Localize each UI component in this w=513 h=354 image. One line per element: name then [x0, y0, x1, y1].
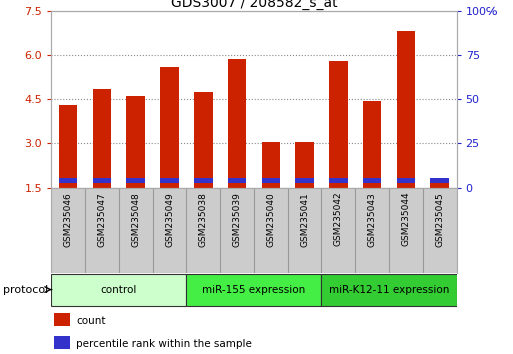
- Text: GSM235047: GSM235047: [97, 192, 107, 247]
- Text: GSM235042: GSM235042: [334, 192, 343, 246]
- Bar: [295, 178, 314, 183]
- Bar: [54, 336, 70, 349]
- Bar: [59, 105, 77, 188]
- Bar: [126, 96, 145, 188]
- Bar: [194, 178, 212, 183]
- Text: percentile rank within the sample: percentile rank within the sample: [76, 339, 252, 349]
- Bar: [93, 178, 111, 183]
- Text: GSM235041: GSM235041: [300, 192, 309, 247]
- Bar: [194, 92, 212, 188]
- Text: GSM235043: GSM235043: [368, 192, 377, 247]
- Text: GSM235039: GSM235039: [232, 192, 242, 247]
- Text: miR-155 expression: miR-155 expression: [202, 285, 306, 295]
- Bar: [186, 274, 322, 306]
- Bar: [363, 178, 382, 183]
- Bar: [59, 178, 77, 183]
- Bar: [160, 178, 179, 183]
- Bar: [363, 101, 382, 188]
- Text: protocol: protocol: [3, 285, 48, 295]
- Bar: [397, 31, 415, 188]
- Text: GSM235038: GSM235038: [199, 192, 208, 247]
- Bar: [430, 178, 449, 183]
- Text: GSM235049: GSM235049: [165, 192, 174, 247]
- Bar: [126, 178, 145, 183]
- Bar: [228, 59, 246, 188]
- Bar: [329, 61, 348, 188]
- Bar: [160, 67, 179, 188]
- Bar: [329, 178, 348, 183]
- Bar: [397, 178, 415, 183]
- Bar: [322, 274, 457, 306]
- Text: GSM235040: GSM235040: [266, 192, 275, 247]
- Bar: [93, 89, 111, 188]
- Title: GDS3007 / 208582_s_at: GDS3007 / 208582_s_at: [171, 0, 337, 10]
- Text: miR-K12-11 expression: miR-K12-11 expression: [329, 285, 449, 295]
- Text: GSM235045: GSM235045: [435, 192, 444, 247]
- Bar: [51, 274, 186, 306]
- Text: GSM235046: GSM235046: [64, 192, 73, 247]
- Bar: [262, 178, 280, 183]
- Bar: [295, 142, 314, 188]
- Text: GSM235044: GSM235044: [401, 192, 410, 246]
- Text: GSM235048: GSM235048: [131, 192, 140, 247]
- Text: control: control: [101, 285, 137, 295]
- Text: count: count: [76, 316, 106, 326]
- Bar: [228, 178, 246, 183]
- Bar: [430, 183, 449, 188]
- Bar: [54, 313, 70, 326]
- Bar: [262, 142, 280, 188]
